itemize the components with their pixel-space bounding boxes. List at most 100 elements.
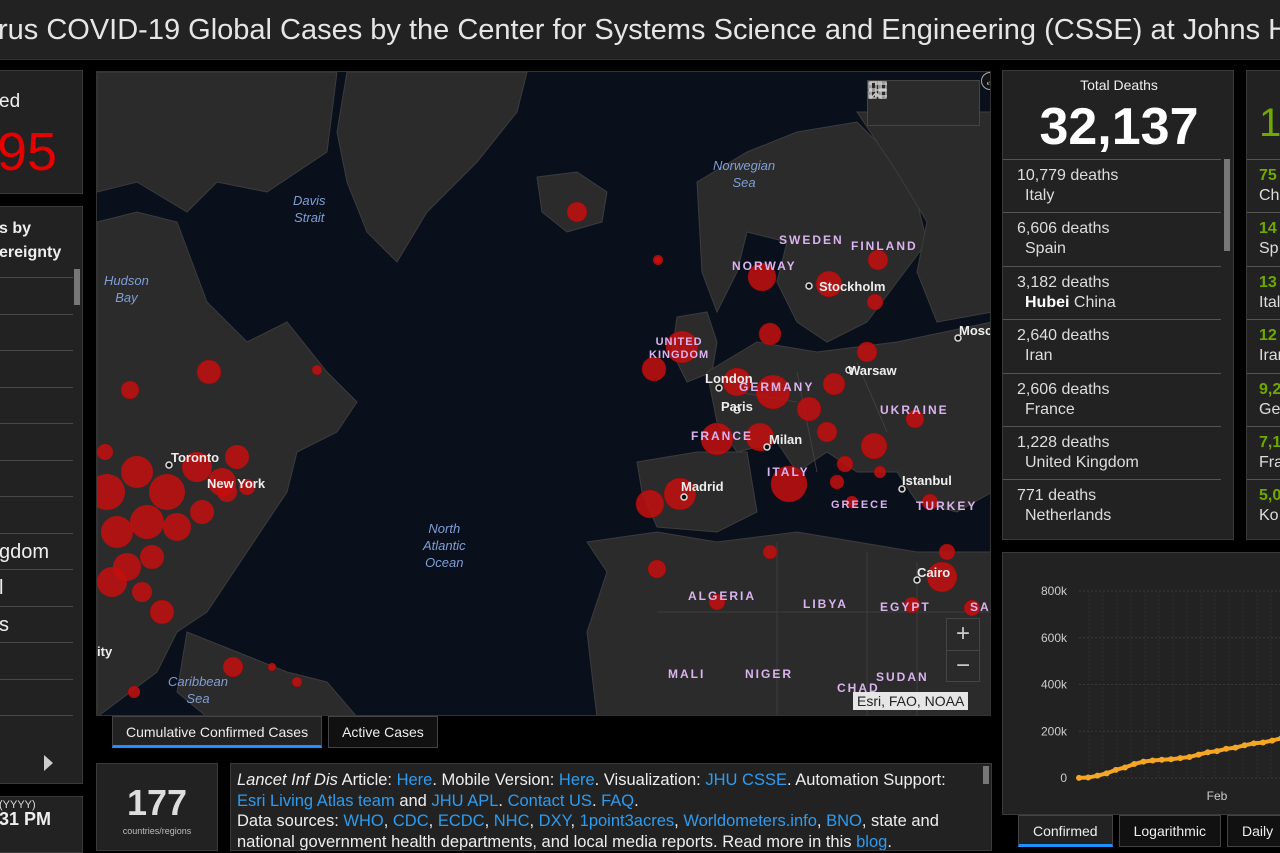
- recovered-count: 7,1: [1259, 433, 1280, 451]
- tab-logarithmic[interactable]: Logarithmic: [1118, 815, 1221, 847]
- recovered-list-item[interactable]: 5,0 Ko: [1247, 479, 1280, 532]
- country-label: SUDAN: [876, 670, 929, 684]
- list-item[interactable]: [0, 715, 73, 752]
- data-point[interactable]: [1094, 772, 1101, 779]
- deaths-list-item[interactable]: 1,228 deaths United Kingdom: [1003, 425, 1221, 479]
- deaths-list-item[interactable]: 3,182 deaths Hubei China: [1003, 265, 1221, 319]
- source-link-nhc[interactable]: NHC: [493, 812, 530, 830]
- tab-daily[interactable]: Daily: [1226, 815, 1280, 847]
- source-link-cdc[interactable]: CDC: [392, 812, 429, 830]
- cases-chart-panel: 800k 600k 400k 200k 0 Feb: [1002, 552, 1280, 815]
- data-point[interactable]: [1195, 751, 1202, 758]
- source-link-bno[interactable]: BNO: [826, 812, 862, 830]
- confirmed-by-country-title: s by ereignty: [0, 220, 62, 261]
- deaths-count: 2,606 deaths: [1017, 380, 1110, 398]
- recovered-list-item[interactable]: 7,1 Fra: [1247, 425, 1280, 479]
- source-link-worldometers[interactable]: Worldometers.info: [683, 812, 817, 830]
- data-point[interactable]: [1177, 755, 1184, 762]
- list-item[interactable]: [0, 423, 73, 460]
- y-tick-label: 600k: [1041, 631, 1068, 645]
- deaths-list-item[interactable]: 771 deaths Netherlands: [1003, 479, 1221, 532]
- deaths-list-item[interactable]: 2,640 deaths Iran: [1003, 319, 1221, 372]
- list-item[interactable]: [0, 496, 73, 533]
- y-tick-label: 0: [1060, 771, 1067, 785]
- list-item[interactable]: [0, 350, 73, 387]
- recovered-list-item[interactable]: 13 Ital: [1247, 265, 1280, 319]
- source-link-dxy[interactable]: DXY: [538, 812, 571, 830]
- next-page-arrow-icon[interactable]: [44, 755, 53, 771]
- list-item[interactable]: [0, 386, 73, 424]
- recovered-list-item[interactable]: 12 Iran: [1247, 319, 1280, 372]
- jhu-csse-link[interactable]: JHU CSSE: [705, 771, 787, 789]
- source-link-ecdc[interactable]: ECDC: [437, 812, 485, 830]
- data-point[interactable]: [1085, 774, 1092, 781]
- deaths-list-item[interactable]: 6,606 deaths Spain: [1003, 212, 1221, 265]
- tab-active-cases[interactable]: Active Cases: [328, 716, 438, 748]
- list-item[interactable]: [0, 459, 73, 497]
- city-label: ity: [97, 644, 113, 659]
- data-point[interactable]: [1140, 758, 1147, 765]
- data-point[interactable]: [1122, 764, 1128, 771]
- data-point[interactable]: [1260, 739, 1266, 746]
- deaths-location: Netherlands: [1017, 506, 1221, 526]
- blog-link[interactable]: blog: [856, 832, 888, 851]
- world-map[interactable]: Davis Strait Hudson Bay Norwegian Sea No…: [96, 71, 991, 716]
- country-label: NORWAY: [732, 259, 797, 273]
- total-confirmed-panel: ed 95: [0, 70, 83, 194]
- list-item[interactable]: [0, 277, 73, 314]
- list-item[interactable]: [0, 313, 73, 351]
- esri-living-atlas-link[interactable]: Esri Living Atlas team: [237, 791, 395, 810]
- info-scrollbar[interactable]: [983, 766, 989, 784]
- data-point[interactable]: [1158, 756, 1165, 763]
- deaths-list: 10,779 deaths Italy 6,606 deaths Spain 3,182…: [1003, 159, 1221, 533]
- data-point[interactable]: [1241, 742, 1248, 749]
- deaths-location: France: [1017, 400, 1221, 420]
- recovered-list-item[interactable]: 14 Sp: [1247, 212, 1280, 265]
- list-item[interactable]: s: [0, 605, 73, 643]
- tab-cumulative-confirmed[interactable]: Cumulative Confirmed Cases: [112, 716, 323, 748]
- source-link-who[interactable]: WHO: [343, 812, 384, 830]
- zoom-out-button[interactable]: −: [947, 650, 979, 681]
- deaths-region: Hubei: [1025, 293, 1070, 311]
- list-item[interactable]: [0, 642, 73, 679]
- data-point[interactable]: [1131, 760, 1138, 767]
- data-point[interactable]: [1103, 770, 1110, 777]
- deaths-list-item[interactable]: 10,779 deaths Italy: [1003, 159, 1221, 212]
- data-point[interactable]: [1112, 766, 1119, 773]
- source-link-1point3acres[interactable]: 1point3acres: [579, 812, 675, 830]
- ocean-label: Norwegian Sea: [713, 158, 776, 190]
- zoom-in-button[interactable]: +: [955, 620, 970, 647]
- country-label: UKRAINE: [880, 403, 949, 417]
- total-confirmed-value: 95: [0, 122, 58, 182]
- data-point[interactable]: [1204, 749, 1211, 756]
- list-scrollbar[interactable]: [74, 269, 80, 305]
- map-canvas[interactable]: [97, 72, 991, 716]
- tab-confirmed[interactable]: Confirmed: [1018, 815, 1113, 847]
- mobile-version-link[interactable]: Here: [558, 771, 595, 789]
- data-point[interactable]: [1186, 753, 1193, 760]
- countries-count: 177: [126, 782, 188, 823]
- list-item[interactable]: gdom: [0, 532, 73, 570]
- faq-link[interactable]: FAQ: [601, 791, 635, 810]
- jhu-apl-link[interactable]: JHU APL: [431, 791, 499, 810]
- deaths-list-item[interactable]: 2,606 deaths France: [1003, 372, 1221, 426]
- recovered-list-item[interactable]: 9,2 Ge: [1247, 372, 1280, 426]
- deaths-scrollbar[interactable]: [1224, 159, 1230, 251]
- data-point[interactable]: [1250, 740, 1257, 747]
- recovered-count: 9,2: [1259, 380, 1280, 398]
- data-point[interactable]: [1149, 757, 1156, 764]
- data-point[interactable]: [1223, 745, 1230, 752]
- deaths-country: France: [1025, 400, 1075, 418]
- city-label: Milan: [769, 432, 803, 447]
- data-point[interactable]: [1214, 748, 1220, 755]
- deaths-count: 771 deaths: [1017, 487, 1097, 505]
- contact-us-link[interactable]: Contact US: [507, 791, 592, 810]
- data-point[interactable]: [1269, 737, 1276, 744]
- data-point[interactable]: [1076, 774, 1082, 781]
- recovered-list-item[interactable]: 75 Ch: [1247, 159, 1280, 212]
- list-item[interactable]: l: [0, 569, 73, 606]
- data-point[interactable]: [1168, 756, 1174, 763]
- data-point[interactable]: [1232, 744, 1239, 751]
- article-link[interactable]: Here: [396, 771, 433, 789]
- list-item[interactable]: [0, 678, 73, 716]
